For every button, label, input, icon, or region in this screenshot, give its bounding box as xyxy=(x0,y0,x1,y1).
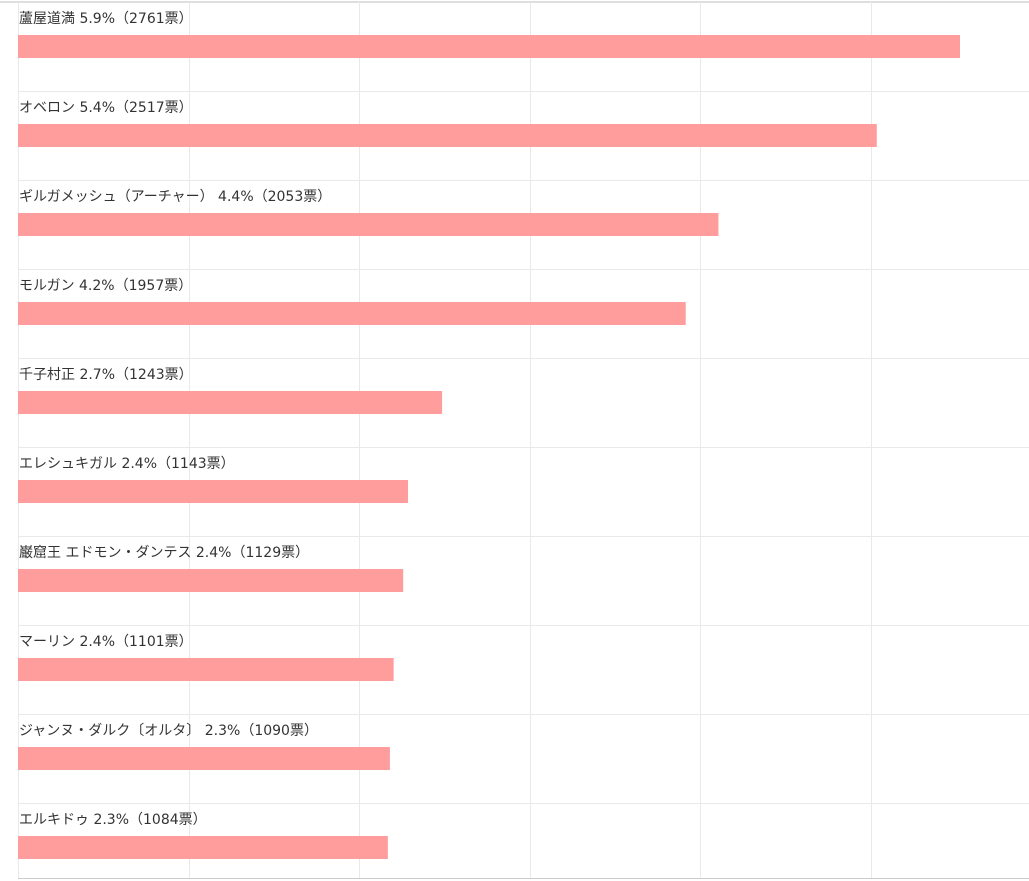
bar xyxy=(18,658,394,681)
bar-label: ギルガメッシュ（アーチャー） 4.4%（2053票） xyxy=(19,189,331,205)
bar xyxy=(18,569,404,592)
bar-label: ジャンヌ・ダルク〔オルタ〕 2.3%（1090票） xyxy=(19,723,318,739)
bar-labels: 蘆屋道満 5.9%（2761票） オベロン 5.4%（2517票） ギルガメッシュ（… xyxy=(19,11,331,828)
bar-label: オベロン 5.4%（2517票） xyxy=(19,100,193,116)
bars xyxy=(18,35,960,859)
bar xyxy=(18,213,719,236)
bar xyxy=(18,836,388,859)
bar-label: エルキドゥ 2.3%（1084票） xyxy=(19,812,207,828)
bar xyxy=(18,124,877,147)
bar-label: 蘆屋道満 5.9%（2761票） xyxy=(19,11,193,27)
bar-label: 千子村正 2.7%（1243票） xyxy=(19,367,193,383)
bar xyxy=(18,302,686,325)
bar xyxy=(18,747,390,770)
bar xyxy=(18,35,960,58)
bar-label: エレシュキガル 2.4%（1143票） xyxy=(19,456,235,472)
bar xyxy=(18,480,408,503)
bar-label: マーリン 2.4%（1101票） xyxy=(19,634,193,650)
bar-label: モルガン 4.2%（1957票） xyxy=(19,278,192,294)
bar-label: 巌窟王 エドモン・ダンテス 2.4%（1129票） xyxy=(19,544,309,561)
bar xyxy=(18,391,443,414)
